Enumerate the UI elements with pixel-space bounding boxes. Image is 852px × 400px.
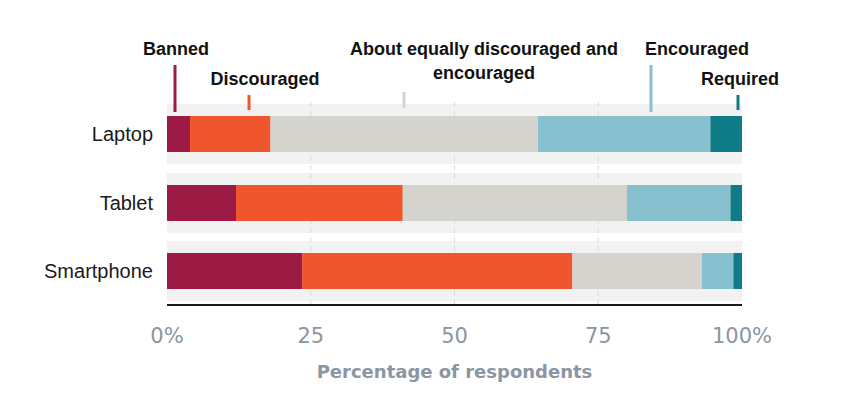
bar-segment [572,253,701,289]
bar-segment [403,185,627,221]
bar-segment [538,116,711,152]
bar-segment [702,253,734,289]
legend-pointer [403,92,406,108]
tick-label: 0% [150,324,183,348]
bar-segment [302,253,572,289]
legend-pointer [737,95,740,110]
bars [167,116,742,289]
tick-label: 25 [297,324,324,348]
chart-svg: Laptop Tablet Smartphone 0% 25 50 75 100% Percen… [0,0,852,400]
bar-segment [236,185,403,221]
category-label: Tablet [100,192,154,214]
legend-label: Encouraged [645,39,749,59]
x-axis-line [167,304,742,306]
bar-segment [733,253,742,289]
legend-pointer [650,65,653,112]
bar-segment [167,185,236,221]
legend-pointer [174,65,177,112]
category-label: Smartphone [44,260,153,282]
tick-label: 100% [712,324,772,348]
bar-segment [167,116,190,152]
bar-segment [167,253,302,289]
legend-label: Banned [143,39,209,59]
tick-label: 75 [585,324,612,348]
legend-label: Required [701,69,779,89]
bar-segment [271,116,538,152]
chart-container: Laptop Tablet Smartphone 0% 25 50 75 100% Percen… [0,0,852,400]
axis-title: Percentage of respondents [317,361,593,382]
legend-label: About equally discouraged andencouraged [350,39,618,83]
bar-segment [627,185,731,221]
bar-segment [710,116,742,152]
bar-segment [190,116,271,152]
legend-pointer [248,95,251,110]
category-label: Laptop [92,123,153,145]
bar-segment [731,185,743,221]
tick-label: 50 [441,324,468,348]
legend-label: Discouraged [210,69,319,89]
